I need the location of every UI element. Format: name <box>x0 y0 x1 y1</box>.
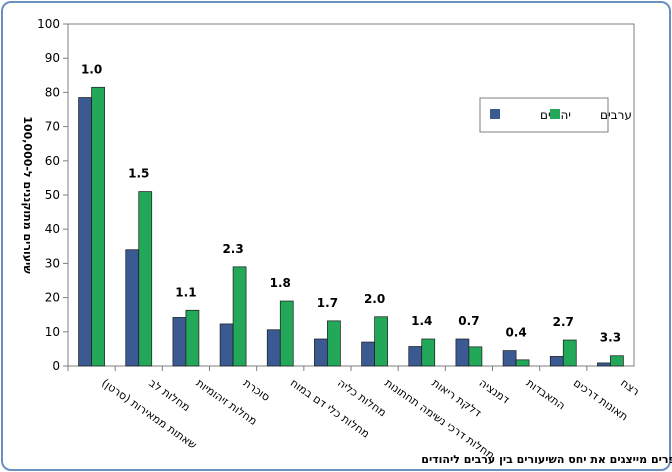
bar <box>597 362 611 367</box>
y-tick-label: 60 <box>45 154 60 168</box>
bar <box>361 341 375 367</box>
y-tick-label: 90 <box>45 51 60 65</box>
ratio-label: 2.7 <box>553 315 574 329</box>
category-labels: שאתות ממאירות (סרטן)מחלות לב מחלות זיהומי… <box>67 366 642 462</box>
bar <box>266 329 281 367</box>
legend-swatch <box>550 109 560 119</box>
bar <box>421 338 436 367</box>
ratio-label: 2.3 <box>222 242 243 256</box>
category-label-line: התאבדות <box>524 376 568 412</box>
ratio-label: 1.5 <box>128 167 149 181</box>
y-tick-label: 80 <box>45 85 60 99</box>
ratio-label: 2.0 <box>364 292 385 306</box>
bar <box>408 346 423 367</box>
ratio-label: 1.7 <box>317 296 338 310</box>
bar <box>327 320 341 367</box>
bar <box>232 266 247 367</box>
bar <box>125 249 140 367</box>
y-tick-label: 40 <box>45 222 60 236</box>
bar <box>91 86 105 367</box>
legend-swatch <box>490 109 500 119</box>
y-tick-label: 50 <box>45 188 60 202</box>
bar <box>502 350 517 367</box>
category-label-line: דמנציה <box>477 376 512 406</box>
legend-label: ערבים <box>600 108 632 122</box>
y-axis: 0 10 20 30 40 50 60 70 80 90 100 <box>37 17 68 373</box>
bar <box>455 338 470 367</box>
bar <box>138 191 153 367</box>
y-axis-label: שיעורים מתוקננים ל-100,000 <box>21 116 34 274</box>
ratio-label: 1.1 <box>175 285 196 299</box>
ratio-label: 1.4 <box>411 314 432 328</box>
bar <box>314 338 328 367</box>
ratio-label: 3.3 <box>600 331 621 345</box>
category-label: רצח <box>618 376 642 398</box>
category-label-line: רצח <box>618 376 642 398</box>
plot-area <box>67 23 635 367</box>
bar <box>219 323 234 367</box>
bar <box>185 309 200 367</box>
bar <box>468 346 483 367</box>
bar <box>172 317 187 367</box>
category-label: התאבדות <box>524 376 568 412</box>
category-label: סוכרת <box>241 376 273 404</box>
bar <box>374 316 388 367</box>
bar <box>78 97 92 367</box>
y-tick-label: 30 <box>45 256 60 270</box>
y-tick-label: 10 <box>45 325 60 339</box>
ratio-label: 0.7 <box>458 314 479 328</box>
ratio-labels: 1.0 1.5 1.1 2.3 1.8 1.7 2.0 1.4 0.7 0.4 2.7 3.3 <box>81 62 621 344</box>
bars <box>78 86 624 367</box>
bar <box>515 359 530 367</box>
category-label-line: מחלות כלי דם במוח <box>288 376 372 440</box>
y-tick-label: 100 <box>37 17 60 31</box>
y-tick-label: 70 <box>45 120 60 134</box>
footnote: המספרים מייצגים את יחס השיעורים בין ערבי… <box>421 453 672 466</box>
ratio-label: 1.8 <box>270 276 291 290</box>
y-tick-label: 20 <box>45 291 60 305</box>
category-label: דמנציה <box>477 376 512 406</box>
bar <box>562 339 577 367</box>
ratio-label: 0.4 <box>505 326 526 340</box>
legend-box <box>479 97 609 133</box>
bar <box>549 356 564 367</box>
y-tick-label: 0 <box>52 359 60 373</box>
category-label: מחלות כלי דם במוח <box>288 376 372 440</box>
bar <box>610 355 624 367</box>
bar <box>279 300 294 367</box>
ratio-label: 1.0 <box>81 62 102 76</box>
category-label-line: סוכרת <box>241 376 273 404</box>
